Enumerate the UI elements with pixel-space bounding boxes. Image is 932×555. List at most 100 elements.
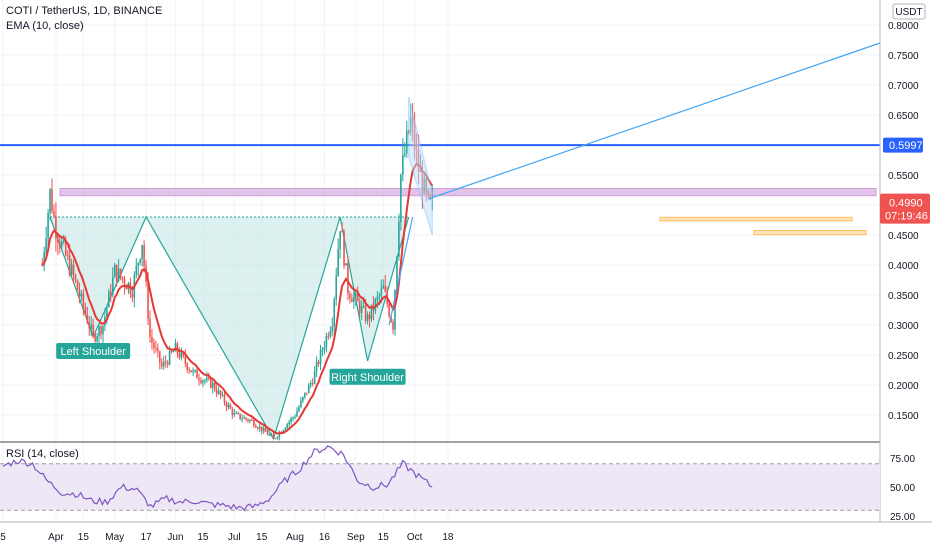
candle-body [262,427,265,432]
flag-channel [408,96,433,236]
candle-body [192,370,194,373]
candle-body [160,362,163,367]
left-shoulder-label-group[interactable]: Left Shoulder [56,343,131,359]
time-axis[interactable]: 5 Apr 15 May 17 Jun 15 Jul 15 Aug 16 Sep 15 Oct 18 [0,532,454,543]
right-shoulder-label-box [329,368,406,385]
candle-body [102,325,104,335]
rsi-band [0,463,880,511]
candle-body [78,289,81,297]
candle-body [394,290,396,330]
candle-body [194,370,196,372]
candle-body [149,318,151,338]
price-tick-label: 0.5500 [888,171,919,182]
candle-body [180,352,183,358]
candle-body [68,255,71,275]
candle-body [360,305,363,313]
candle-body [235,413,238,415]
inverse-head-and-shoulders-pattern[interactable] [49,215,410,441]
rsi-tick-label: 75.00 [890,454,915,465]
rsi-indicator-label[interactable]: RSI (14, close) [6,448,79,460]
support-resistance-zones[interactable] [59,188,877,236]
candle-body [41,265,43,266]
candle-body [366,314,369,321]
candle-body [331,326,334,331]
candle-body [313,370,316,384]
candle-body [100,326,102,335]
currency-badge-text: USDT [895,7,922,18]
currency-badge-box [892,3,926,20]
pattern-fill [50,217,409,439]
countdown-text: 07:19:46 [885,211,928,223]
candle-body [84,307,87,314]
candle-body [278,432,281,438]
candle-body [47,213,49,239]
rsi-axis[interactable]: 75.00 50.00 25.00 [890,454,915,523]
candle-body [211,382,214,388]
candle-body [309,383,312,385]
candle-body [215,389,218,394]
candle-body [327,335,330,337]
candle-body [204,380,206,382]
candle-body [186,363,189,370]
candle-body [135,265,138,276]
candle-body [227,404,230,408]
candle-body [96,336,98,342]
time-tick-label: 16 [319,532,331,543]
candle-body [286,424,288,429]
candle-body [155,348,157,350]
candle-body [382,285,385,289]
candle-body [329,330,332,337]
candle-body [221,394,224,396]
candle-body [345,263,347,266]
candle-body [206,377,208,381]
candle-body [125,285,128,290]
candle-body [294,416,296,418]
resistance-price-badge: 0.5997 [883,137,923,153]
candle-body [168,350,171,365]
price-tick-label: 0.4500 [888,231,919,242]
price-tick-label: 0.6500 [888,111,919,122]
candle-body [362,305,365,307]
candle-body [225,402,228,408]
candle-body [190,370,192,373]
candle-body [282,430,285,433]
candle-body [111,277,114,295]
candle-body [98,326,100,337]
candle-body [147,281,149,319]
rsi-tick-label: 25.00 [890,512,915,523]
candle-body [356,293,359,302]
candles [41,102,434,441]
right-shoulder-label-group[interactable]: Right Shoulder [329,368,406,385]
candle-body [219,390,222,396]
candle-body [172,351,175,353]
currency-badge[interactable]: USDT [892,3,926,20]
candle-body [59,242,61,247]
candle-body [88,322,91,329]
flag-pattern[interactable] [388,42,881,326]
candle-body [217,390,220,394]
time-tick-label: Jul [228,532,241,543]
time-tick-label: 5 [0,532,6,543]
candle-body [378,295,381,297]
candle-body [376,296,379,300]
symbol-title[interactable]: COTI / TetherUS, 1D, BINANCE [6,5,163,17]
price-tick-label: 0.8000 [888,21,919,32]
candle-body [121,277,124,280]
candle-body [300,400,302,408]
candle-body [157,348,159,352]
candle-body [198,378,200,381]
candle-body [380,288,383,296]
candle-body [298,407,300,412]
candle-body [307,384,310,393]
right-shoulder-label: Right Shoulder [331,372,404,384]
candle-body [290,418,292,422]
candle-body [337,249,339,276]
candle-body [341,231,343,233]
candle-body [57,238,59,243]
candle-body [260,426,263,432]
candle-body [153,342,155,349]
candle-body [405,130,408,154]
ema-indicator-label[interactable]: EMA (10, close) [6,20,84,32]
